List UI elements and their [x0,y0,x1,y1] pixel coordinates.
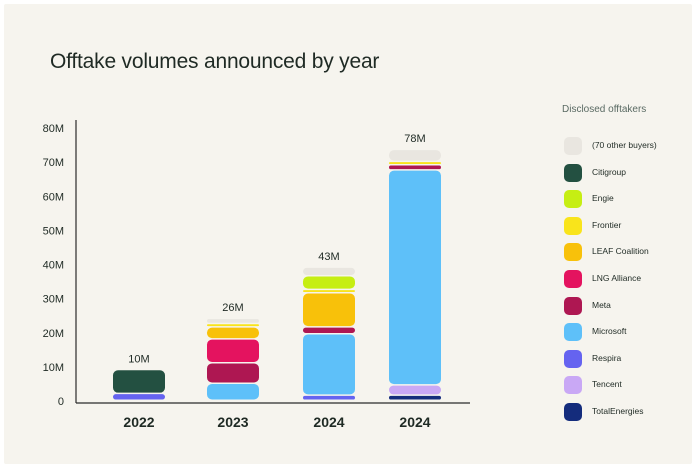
bar-segments [113,150,441,400]
legend-swatch [564,243,582,262]
x-tick-label: 2024 [399,414,430,430]
legend-label: TotalEnergies [592,406,644,416]
y-tick-label: 60M [43,191,64,203]
legend-item: Respira [564,349,694,368]
legend-swatch [564,163,582,182]
bar-segment [113,370,165,393]
x-tick-label: 2022 [123,414,154,430]
bar-segment [389,395,441,400]
legend-swatch [564,376,582,395]
total-labels: 10M 26M 43M 78M [128,133,425,365]
total-label: 26M [222,302,243,314]
legend-item: Tencent [564,376,694,395]
legend-swatch [564,349,582,368]
x-tick-label: 2024 [313,414,344,430]
y-tick-label: 40M [43,260,64,272]
y-tick-label: 10M [43,362,64,374]
legend-label: Engie [592,193,614,204]
bar-segment [389,162,441,165]
legend-item: Microsoft [564,323,694,342]
legend-swatch [564,216,582,235]
y-tick-label: 50M [43,225,64,237]
bar-segment [207,327,259,339]
bar-segment [303,267,355,275]
legend-label: (70 other buyers) [592,140,657,150]
bar-segment [389,170,441,385]
legend-swatch [564,270,582,288]
chart-card: Offtake volumes announced by year 0 10M 20… [4,4,692,464]
bar-segment [303,293,355,327]
legend-label: Frontier [592,219,622,230]
legend-item: LEAF Coalition [564,243,694,262]
total-label: 10M [128,353,149,365]
legend-swatch [564,403,582,421]
bar-segment [207,319,259,323]
legend-item: LNG Alliance [564,270,694,288]
legend-title: Disclosed offtakers [562,104,647,115]
stacked-bar-chart: 0 10M 20M 30M 40M 50M 60M 70M 80M 10M 26M 43M 78M 2… [43,120,470,430]
x-tick-label: 2023 [217,414,248,430]
legend-label: Respira [592,352,622,363]
bar-segment [207,383,259,400]
bar-segment [113,394,165,400]
y-tick-label: 0 [58,396,64,408]
bar-segment [303,395,355,400]
legend-label: LNG Alliance [592,273,642,283]
bar-segment [207,363,259,383]
total-label: 43M [318,251,339,263]
legend-swatch [564,323,582,342]
legend-swatch [564,190,582,209]
legend-item: (70 other buyers) [564,137,694,155]
y-tick-labels: 0 10M 20M 30M 40M 50M 60M 70M 80M [43,123,64,408]
y-tick-label: 30M [43,294,64,306]
y-tick-label: 70M [43,157,64,169]
legend-item: Frontier [564,216,694,235]
legend-swatch [564,137,582,155]
legend-item: Meta [564,296,694,315]
chart-title: Offtake volumes announced by year [50,50,380,73]
legend-swatch [564,296,582,315]
y-tick-label: 20M [43,328,64,340]
x-tick-labels: 2022 2023 2024 2024 [123,414,430,430]
legend-label: LEAF Coalition [592,246,649,257]
legend-item: TotalEnergies [564,403,694,421]
bar-segment [207,324,259,327]
legend-label: Tencent [592,379,622,390]
bar-segment [389,385,441,395]
bar-segment [303,276,355,289]
legend-label: Microsoft [592,326,627,337]
legend-label: Citigroup [592,166,627,177]
legend-item: Engie [564,190,694,209]
total-label: 78M [404,133,425,145]
y-tick-label: 80M [43,123,64,135]
bar-segment [389,150,441,161]
bar-segment [207,339,259,362]
legend-item: Citigroup [564,163,694,182]
bar-segment [389,165,441,170]
bar-segment [303,290,355,293]
bar-segment [303,334,355,395]
bar-segment [303,327,355,333]
legend-label: Meta [592,299,611,310]
